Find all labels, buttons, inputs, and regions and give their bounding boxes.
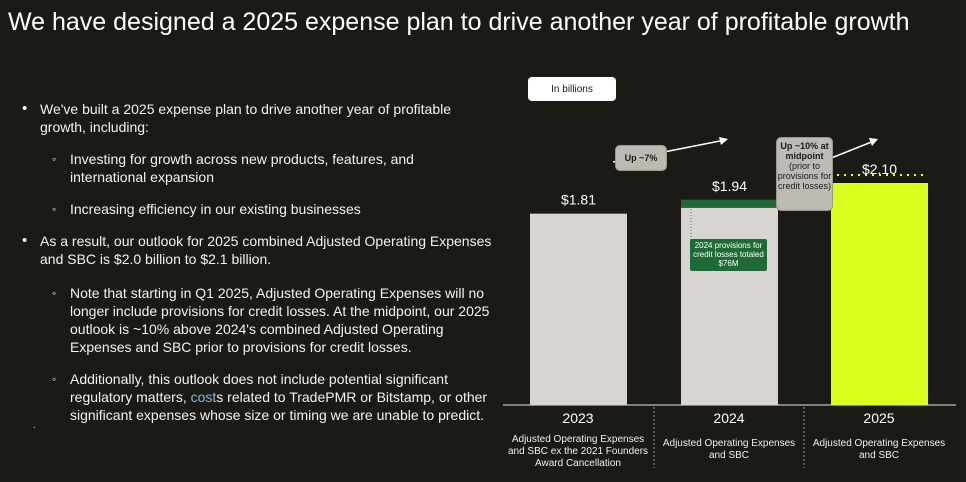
value-label-2023: $1.81	[561, 192, 596, 208]
page-title: We have designed a 2025 expense plan to …	[8, 8, 910, 36]
bar-2024	[681, 199, 778, 405]
provision-segment-2024	[681, 199, 778, 208]
caption-2025: Adjusted Operating Expenses and SBC	[812, 438, 946, 461]
caption-2024: Adjusted Operating Expenses and SBC	[662, 438, 796, 461]
exclusions-text-post: s related to TradePMR or Bitstamp, or ot…	[70, 389, 488, 423]
value-label-2025: $2.10	[862, 161, 897, 177]
year-label-2023: 2023	[562, 410, 594, 426]
bullet-expense-plan: We've built a 2025 expense plan to drive…	[22, 100, 492, 136]
caption-2023: Adjusted Operating Expenses and SBC ex t…	[507, 434, 649, 469]
growth-arrow-1-head	[719, 137, 728, 145]
sub-bullet-exclusions: Additionally, this outlook does not incl…	[52, 370, 492, 424]
provision-callout: 2024 provisions for credit losses totale…	[690, 239, 767, 271]
year-label-2024: 2024	[713, 410, 745, 426]
value-labels: $1.81 $1.94 $2.10	[561, 161, 897, 208]
exclusions-text-pre: Additionally, this outlook does not incl…	[70, 371, 448, 405]
bullet-outlook: As a result, our outlook for 2025 combin…	[22, 232, 492, 268]
units-label: In billions	[528, 77, 616, 101]
exclusions-text-highlight: cost	[190, 389, 217, 405]
sub-bullet-provisions-note: Note that starting in Q1 2025, Adjusted …	[52, 284, 492, 356]
sub-bullet-investing: Investing for growth across new products…	[52, 150, 492, 186]
value-label-2024: $1.94	[712, 178, 747, 194]
bars-group	[530, 174, 928, 405]
bar-2025	[831, 183, 928, 405]
growth-callout-2025: Up ~10% at midpoint (prior to provisions…	[776, 137, 833, 211]
sub-bullet-efficiency: Increasing efficiency in our existing bu…	[52, 200, 492, 218]
callout-2025-detail: (prior to provisions for credit losses)	[777, 161, 832, 191]
bullet-list: We've built a 2025 expense plan to drive…	[22, 100, 492, 424]
growth-arrow-2-head	[869, 138, 878, 146]
year-label-2025: 2025	[863, 410, 895, 426]
bar-2023	[530, 213, 627, 405]
callout-2025-bold: Up ~10% at midpoint	[780, 141, 829, 161]
stray-dot: .	[33, 420, 36, 431]
growth-callout-2024: Up ~7%	[615, 145, 667, 171]
